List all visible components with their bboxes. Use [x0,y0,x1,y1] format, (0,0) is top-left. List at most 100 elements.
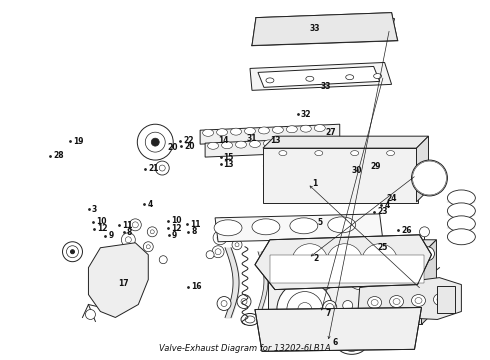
Circle shape [412,160,447,196]
Circle shape [323,301,337,315]
Polygon shape [260,19,394,39]
Text: 4: 4 [384,201,390,210]
Ellipse shape [447,203,475,219]
Ellipse shape [305,138,317,145]
Ellipse shape [346,75,354,80]
Ellipse shape [371,300,378,306]
Circle shape [122,233,135,247]
Circle shape [129,219,141,231]
Polygon shape [404,246,417,260]
Circle shape [159,256,167,264]
Text: 26: 26 [401,226,412,235]
Circle shape [121,248,132,260]
Circle shape [216,218,228,230]
Circle shape [150,230,154,234]
Ellipse shape [412,294,425,306]
Text: 20: 20 [184,142,195,151]
Circle shape [292,244,328,280]
Circle shape [63,242,82,262]
Polygon shape [268,240,437,255]
Text: 27: 27 [325,128,336,137]
Text: 21: 21 [148,164,159,173]
Ellipse shape [337,334,367,354]
Ellipse shape [292,139,302,146]
Ellipse shape [319,138,330,144]
Ellipse shape [258,127,270,134]
Polygon shape [250,62,392,90]
Ellipse shape [264,140,274,147]
Bar [263,148,417,203]
Ellipse shape [266,78,274,83]
Ellipse shape [277,270,299,289]
Ellipse shape [353,273,367,286]
Circle shape [420,247,435,261]
Circle shape [343,301,353,310]
Text: 8: 8 [191,227,196,236]
Text: 9: 9 [172,231,177,240]
Ellipse shape [272,126,283,133]
Polygon shape [258,67,380,87]
Bar [270,255,424,283]
Ellipse shape [434,293,447,306]
Ellipse shape [217,129,227,136]
Text: 31: 31 [247,134,257,143]
Circle shape [147,227,157,237]
Ellipse shape [385,270,407,289]
Text: 5: 5 [318,218,322,227]
Ellipse shape [447,190,475,206]
Ellipse shape [387,150,394,156]
Polygon shape [416,136,428,202]
Polygon shape [421,240,437,324]
Circle shape [362,244,397,280]
Circle shape [212,246,224,258]
Text: 13: 13 [270,136,281,145]
Circle shape [326,303,334,311]
Text: 13: 13 [223,160,234,169]
Text: 9: 9 [108,231,114,240]
Ellipse shape [249,140,261,148]
Polygon shape [276,266,300,282]
Polygon shape [200,124,340,144]
Text: 12: 12 [98,224,108,233]
Text: 24: 24 [387,194,397,203]
Ellipse shape [447,216,475,232]
Bar [280,247,300,261]
Ellipse shape [342,337,362,351]
Text: 10: 10 [97,217,107,226]
Text: 22: 22 [183,136,194,145]
Circle shape [235,243,239,247]
Circle shape [285,249,295,259]
Circle shape [151,138,159,146]
Polygon shape [263,136,428,148]
Circle shape [147,245,150,249]
Text: 11: 11 [190,220,201,229]
Text: 4: 4 [147,200,152,209]
Ellipse shape [447,229,475,245]
Circle shape [137,124,173,160]
Circle shape [235,226,245,236]
Polygon shape [255,235,432,289]
Ellipse shape [390,296,404,307]
Circle shape [221,301,227,306]
Ellipse shape [214,220,242,236]
Text: 2: 2 [314,254,318,263]
Ellipse shape [317,273,331,286]
Polygon shape [252,13,397,45]
Circle shape [287,292,323,328]
Ellipse shape [203,129,214,136]
Ellipse shape [315,150,323,156]
Ellipse shape [281,273,295,286]
Text: 20: 20 [168,143,178,152]
Text: 3: 3 [92,205,97,214]
Circle shape [145,132,165,152]
Polygon shape [89,243,148,318]
Polygon shape [205,137,345,157]
Ellipse shape [314,125,325,131]
Ellipse shape [252,219,280,235]
Circle shape [206,251,214,259]
Circle shape [215,249,221,255]
Circle shape [143,242,153,252]
Circle shape [237,294,251,309]
Text: 1: 1 [313,179,318,188]
Ellipse shape [279,150,287,156]
